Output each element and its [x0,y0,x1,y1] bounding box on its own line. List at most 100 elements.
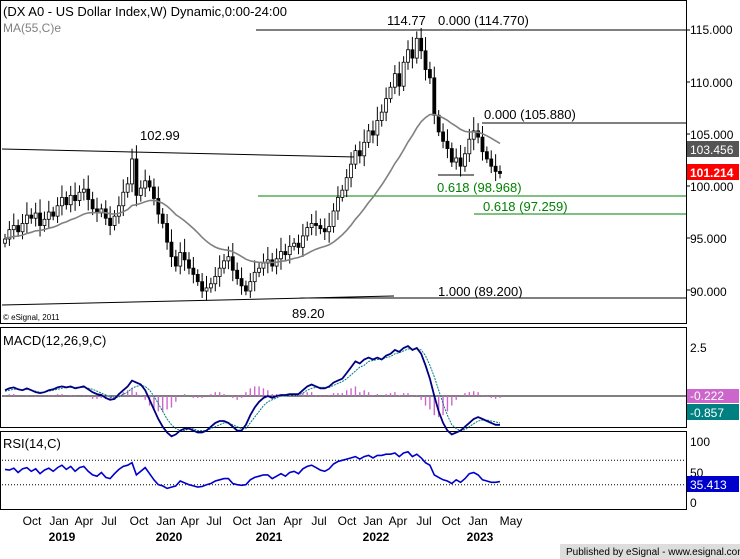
candle-body [86,188,91,200]
x-tick-label: Oct [442,514,461,528]
x-tick-label: Oct [338,514,357,528]
candle-body [436,114,441,133]
last-price-text: 101.214 [690,166,734,180]
candle-body [471,130,476,140]
candle-body [29,214,34,219]
candle-body [252,271,257,283]
x-tick-label: May [500,514,523,528]
x-year-label: 2023 [467,530,494,544]
candle-body [476,130,480,138]
candle-body [489,158,494,167]
candle-body [222,260,226,269]
price-candles [3,28,502,301]
candle-body [112,215,117,226]
candle-body [375,120,380,136]
candle-body [3,238,7,244]
footer-bar [560,544,740,559]
candle-body [42,218,47,226]
macd-signal-line [4,348,501,432]
candle-body [371,130,375,136]
candle-body [108,217,113,226]
candle-body [397,73,402,87]
upper-trendline [1,148,357,158]
candle-body [187,259,191,269]
candle-body [314,223,318,226]
macd-panel-frame [0,327,687,428]
y-tick-95: 95.000 [690,232,727,246]
candle-body [449,148,454,163]
x-axis-ticks: Oct Jan Apr Jul Oct Jan Apr Jul Oct Jan Apr Jul Oct J… [23,514,523,528]
lower-trendline [1,295,395,306]
candle-body [147,180,152,188]
fib-label-high: 0.000 (114.770) [438,13,529,28]
x-tick-label: Oct [23,514,42,528]
candle-body [322,228,327,233]
x-year-label: 2020 [156,530,183,544]
candle-body [235,269,240,279]
candle-body [134,158,139,196]
candle-body [38,212,42,226]
candle-body [160,213,165,224]
macd-value: -0.857 [690,406,724,420]
y-tick-110: 110.000 [690,76,733,90]
candle-body [480,136,485,153]
candle-body [296,242,301,248]
candle-body [423,50,428,70]
candle-body [138,187,143,196]
candle-body [11,225,16,231]
candle-body [7,229,12,240]
candle-body [432,77,437,116]
candle-body [353,150,358,165]
candle-body [283,251,288,256]
candle-body [441,131,445,142]
candle-body [191,267,196,275]
x-tick-label: Oct [233,514,252,528]
candle-body [208,283,213,289]
y-tick-105: 105.000 [690,128,734,142]
x-tick-label: Apr [284,514,303,528]
x-tick-label: Oct [130,514,149,528]
x-tick-label: Jan [49,514,68,528]
candle-body [458,157,463,167]
annotation-102-99: 102.99 [140,128,180,143]
candle-body [357,150,362,157]
x-tick-label: Jul [416,514,431,528]
rsi-line [4,450,501,490]
candle-body [169,241,174,258]
price-panel-frame [0,0,687,324]
candle-body [33,212,38,219]
candle-body [51,211,56,217]
x-tick-label: Jan [468,514,487,528]
candle-body [445,140,450,149]
candle-body [463,153,467,167]
candle-body [226,256,231,262]
candle-body [230,256,235,271]
x-tick-label: Apr [181,514,200,528]
fib-label-low: 1.000 (89.200) [438,284,523,299]
candle-body [493,165,498,172]
x-tick-label: Apr [389,514,408,528]
candle-body [165,223,169,243]
candle-body [73,194,77,201]
candle-body [173,256,178,267]
annotation-114-77: 114.77 [387,13,426,28]
candle-body [125,183,130,193]
candle-body [60,197,64,207]
rsi-panel-frame [0,431,687,510]
annotation-89-20: 89.20 [292,306,325,321]
x-tick-label: Jul [311,514,326,528]
candle-body [467,138,472,155]
macd-histogram [4,386,501,418]
candle-body [81,188,86,193]
candle-body [401,61,406,87]
x-tick-label: Jul [101,514,116,528]
candle-body [64,197,69,206]
candle-body [200,281,205,292]
candle-body [498,171,502,174]
candle-body [292,242,297,247]
chart-title: (DX A0 - US Dollar Index,W) Dynamic,0:00… [3,4,287,19]
x-year-label: 2019 [49,530,76,544]
candle-body [331,210,336,227]
candle-body [178,252,183,267]
rsi-value: 35.413 [690,478,727,492]
